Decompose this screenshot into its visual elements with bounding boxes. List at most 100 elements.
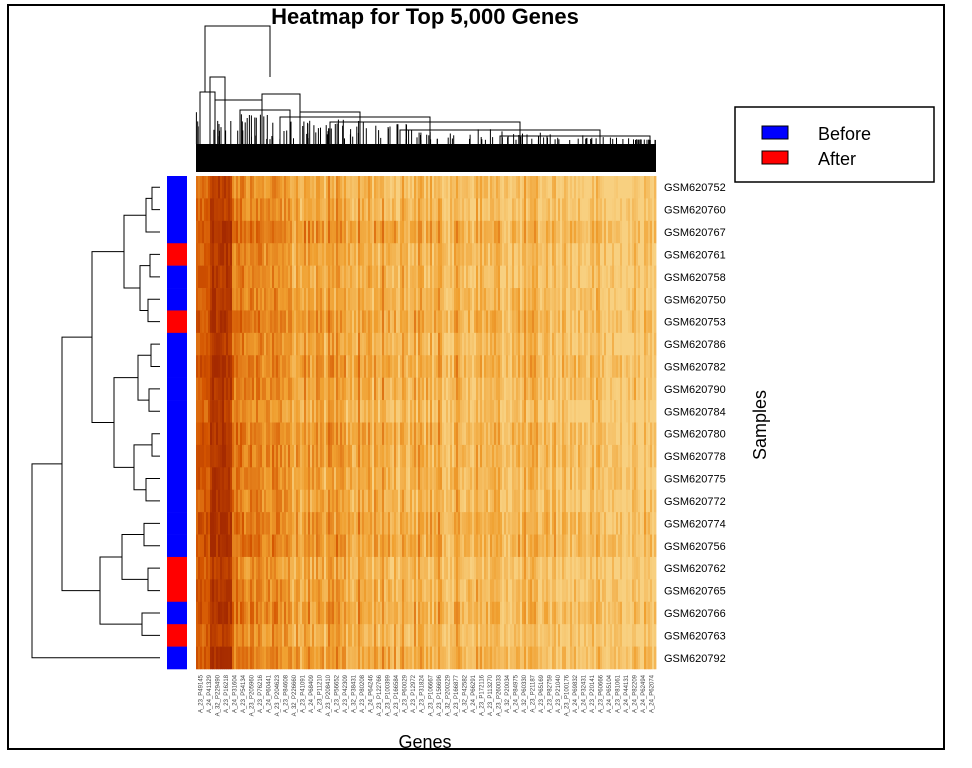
heatmap-cell (462, 467, 465, 491)
heatmap-cell (356, 556, 359, 580)
heatmap-cell (200, 355, 203, 378)
heatmap-cell (400, 601, 403, 625)
heatmap-cell (362, 422, 365, 446)
heatmap-cell (262, 288, 265, 311)
heatmap-cell (542, 400, 545, 423)
heatmap-cell (302, 534, 305, 558)
heatmap-cell (246, 220, 249, 244)
heatmap-cell (234, 601, 237, 625)
heatmap-cell (266, 489, 269, 513)
heatmap-cell (362, 176, 365, 199)
heatmap-cell (352, 310, 355, 334)
heatmap-cell (486, 310, 489, 334)
heatmap-cell (320, 467, 323, 491)
heatmap-cell (594, 176, 597, 199)
heatmap-cell (528, 467, 531, 491)
heatmap-cell (264, 176, 267, 199)
heatmap-cell (338, 377, 341, 401)
heatmap-cell (218, 489, 221, 513)
heatmap-cell (424, 444, 427, 468)
heatmap-cell (562, 265, 565, 289)
heatmap-cell (636, 332, 639, 356)
heatmap-cell (268, 467, 271, 491)
heatmap-cell (398, 467, 401, 491)
heatmap-cell (424, 288, 427, 311)
heatmap-cell (574, 512, 577, 535)
heatmap-cell (390, 220, 393, 244)
heatmap-cell (522, 422, 525, 446)
heatmap-cell (284, 579, 287, 603)
heatmap-cell (504, 556, 507, 580)
heatmap-cell (450, 198, 453, 222)
heatmap-cell (224, 579, 227, 603)
heatmap-cell (318, 400, 321, 423)
heatmap-cell (438, 556, 441, 580)
heatmap-cell (260, 489, 263, 513)
heatmap-cell (392, 601, 395, 625)
heatmap-cell (558, 467, 561, 491)
heatmap-cell (330, 624, 333, 647)
heatmap-cell (354, 265, 357, 289)
heatmap-cell (396, 467, 399, 491)
heatmap-cell (530, 176, 533, 199)
heatmap-cell (308, 198, 311, 222)
heatmap-cell (626, 243, 629, 266)
heatmap-cell (444, 243, 447, 266)
heatmap-cell (622, 310, 625, 334)
heatmap-cell (378, 220, 381, 244)
heatmap-cell (538, 198, 541, 222)
heatmap-cell (260, 220, 263, 244)
heatmap-cell (504, 220, 507, 244)
heatmap-cell (640, 601, 643, 625)
heatmap-cell (202, 489, 205, 513)
heatmap-cell (280, 534, 283, 558)
heatmap-cell (236, 422, 239, 446)
heatmap-cell (222, 265, 225, 289)
heatmap-cell (306, 489, 309, 513)
heatmap-cell (498, 198, 501, 222)
heatmap-cell (370, 288, 373, 311)
heatmap-cell (326, 377, 329, 401)
heatmap-cell (494, 198, 497, 222)
heatmap-cell (348, 220, 351, 244)
heatmap-cell (228, 601, 231, 625)
heatmap-cell (354, 176, 357, 199)
heatmap-cell (298, 288, 301, 311)
heatmap-cell (504, 422, 507, 446)
heatmap-cell (384, 534, 387, 558)
heatmap-cell (292, 355, 295, 378)
heatmap-cell (322, 534, 325, 558)
heatmap-cell (458, 556, 461, 580)
heatmap-cell (236, 220, 239, 244)
heatmap-cell (436, 444, 439, 468)
heatmap-cell (302, 288, 305, 311)
heatmap-cell (254, 176, 257, 199)
heatmap-cell (388, 489, 391, 513)
heatmap-cell (588, 534, 591, 558)
heatmap-cell (250, 176, 253, 199)
heatmap-cell (594, 467, 597, 491)
heatmap-cell (524, 422, 527, 446)
heatmap-cell (468, 624, 471, 647)
heatmap-cell (648, 489, 651, 513)
heatmap-cell (478, 601, 481, 625)
heatmap-cell (640, 220, 643, 244)
heatmap-cell (406, 467, 409, 491)
heatmap-cell (630, 265, 633, 289)
heatmap-cell (382, 220, 385, 244)
heatmap-cell (386, 512, 389, 535)
heatmap-cell (466, 198, 469, 222)
heatmap-cell (466, 220, 469, 244)
heatmap-cell (388, 288, 391, 311)
heatmap-cell (456, 467, 459, 491)
heatmap-cell (636, 198, 639, 222)
heatmap-cell (426, 534, 429, 558)
heatmap-cell (424, 198, 427, 222)
heatmap-cell (228, 288, 231, 311)
heatmap-cell (348, 355, 351, 378)
heatmap-cell (432, 534, 435, 558)
heatmap-cell (582, 512, 585, 535)
heatmap-cell (474, 489, 477, 513)
heatmap-cell (260, 310, 263, 334)
heatmap-cell (554, 265, 557, 289)
